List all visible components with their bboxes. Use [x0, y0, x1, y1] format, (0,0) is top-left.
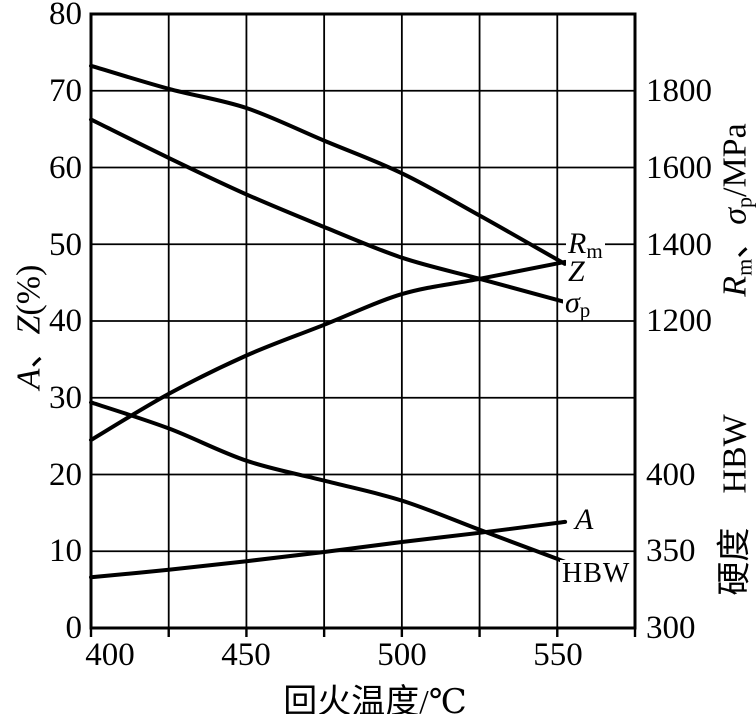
right-title-sub-m: m [731, 258, 756, 276]
y-right-tick-300: 300 [646, 610, 696, 646]
y-left-tick-10: 10 [49, 533, 82, 569]
y-left-tick-60: 60 [49, 150, 82, 186]
curve-label-z: Z [566, 257, 587, 287]
y-left-title-var-a: A [10, 368, 48, 390]
curve-label-rm-sub: m [586, 239, 603, 263]
curve-label-z-base: Z [568, 255, 585, 288]
y-left-tick-70: 70 [49, 73, 82, 109]
y-right-tick-1600: 1600 [646, 150, 712, 186]
y-left-title-var-z: Z [10, 315, 48, 335]
x-axis-title: 回火温度/℃ [283, 684, 467, 714]
y-right-tick-350: 350 [646, 533, 696, 569]
curve-label-sigma-p: σp [563, 286, 593, 322]
right-title-var-rm: R [716, 275, 754, 297]
right-title-sep: 、 [716, 224, 754, 259]
y-left-title-sep: 、 [10, 334, 48, 369]
y-left-tick-50: 50 [49, 227, 82, 263]
curve-label-sigma-base: σ [565, 286, 580, 319]
x-tick-400: 400 [85, 637, 135, 673]
y-left-tick-0: 0 [65, 610, 83, 646]
right-title-sub-p: p [731, 197, 756, 208]
curve-label-a-base: A [575, 503, 594, 536]
y-right-lower-axis-title: 硬度 HBW [716, 414, 754, 596]
curve-label-sigma-sub: p [579, 298, 591, 322]
x-tick-450: 450 [221, 637, 271, 673]
y-right-tick-1200: 1200 [646, 303, 712, 339]
curve-label-hbw-base: HBW [562, 558, 631, 589]
y-right-tick-400: 400 [646, 457, 696, 493]
y-right-tick-1400: 1400 [646, 227, 712, 263]
y-left-tick-80: 80 [49, 0, 82, 32]
y-left-tick-40: 40 [49, 303, 82, 339]
x-tick-550: 550 [533, 637, 583, 673]
y-left-axis-title: A、Z(%) [1, 265, 50, 390]
y-left-tick-20: 20 [49, 457, 82, 493]
y-left-title-unit: (%) [10, 264, 48, 316]
curve-label-rm: Rm [566, 227, 605, 263]
right-title-unit: /MPa [716, 123, 754, 197]
right-title-var-sigma: σ [716, 208, 754, 225]
x-tick-500: 500 [377, 637, 427, 673]
y-right-tick-1800: 1800 [646, 73, 712, 109]
y-right-upper-axis-title: Rm、σp/MPa [707, 123, 756, 296]
curve-label-a: A [573, 503, 596, 536]
curve-label-rm-base: R [568, 227, 587, 260]
curve-label-hbw: HBW [560, 558, 633, 589]
y-left-tick-30: 30 [49, 380, 82, 416]
